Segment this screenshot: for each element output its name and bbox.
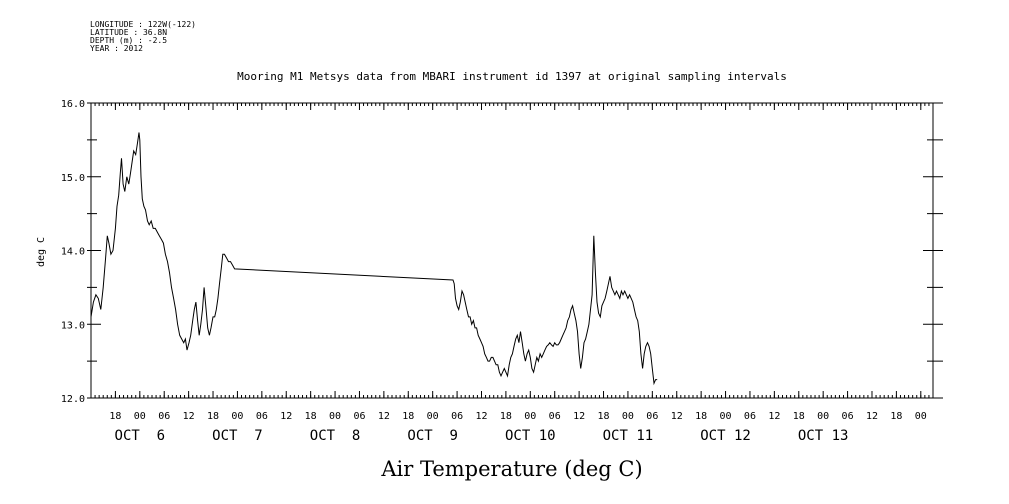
meta-year: YEAR : 2012 [90, 44, 143, 53]
x-tick-label: 06 [646, 411, 658, 422]
x-tick-label: 12 [671, 411, 683, 422]
x-day-label: OCT 13 [798, 428, 849, 444]
y-tick-label: 13.0 [61, 320, 85, 331]
x-tick-label: 12 [475, 411, 487, 422]
meta-depth: DEPTH (m) : -2.5 [90, 36, 168, 45]
y-axis-label: deg C [36, 237, 47, 267]
x-tick-label: 18 [109, 411, 121, 422]
x-tick-label: 12 [573, 411, 585, 422]
x-tick-label: 00 [622, 411, 634, 422]
series-line [90, 132, 658, 386]
x-tick-label: 12 [768, 411, 780, 422]
x-tick-label: 00 [231, 411, 243, 422]
x-tick-label: 00 [524, 411, 536, 422]
x-axis-label: Air Temperature (deg C) [380, 457, 642, 481]
x-tick-label: 06 [256, 411, 268, 422]
x-tick-label: 06 [451, 411, 463, 422]
x-day-label: OCT 10 [505, 428, 556, 444]
x-tick-label: 12 [280, 411, 292, 422]
x-tick-label: 00 [817, 411, 829, 422]
y-tick-label: 16.0 [61, 99, 85, 110]
x-tick-label: 00 [720, 411, 732, 422]
x-tick-label: 18 [890, 411, 902, 422]
x-tick-label: 18 [500, 411, 512, 422]
x-day-label: OCT 8 [310, 428, 361, 444]
x-tick-label: 00 [915, 411, 927, 422]
x-tick-label: 18 [695, 411, 707, 422]
x-tick-label: 00 [427, 411, 439, 422]
x-day-label: OCT 6 [115, 428, 166, 444]
x-tick-label: 12 [378, 411, 390, 422]
x-tick-label: 18 [207, 411, 219, 422]
x-tick-label: 18 [402, 411, 414, 422]
meta-latitude: LATITUDE : 36.8N [90, 28, 168, 37]
chart-title: Mooring M1 Metsys data from MBARI instru… [237, 70, 787, 83]
x-tick-label: 06 [549, 411, 561, 422]
x-tick-label: 06 [842, 411, 854, 422]
meta-longitude: LONGITUDE : 122W(-122) [90, 20, 196, 29]
y-tick-label: 12.0 [61, 394, 85, 405]
x-tick-label: 00 [329, 411, 341, 422]
y-tick-label: 14.0 [61, 247, 85, 258]
x-tick-label: 12 [183, 411, 195, 422]
y-tick-label: 15.0 [61, 173, 85, 184]
x-tick-label: 06 [158, 411, 170, 422]
x-day-label: OCT 12 [700, 428, 751, 444]
x-tick-label: 06 [744, 411, 756, 422]
x-tick-label: 18 [597, 411, 609, 422]
x-tick-label: 18 [793, 411, 805, 422]
x-day-label: OCT 9 [407, 428, 458, 444]
x-tick-label: 06 [353, 411, 365, 422]
x-day-label: OCT 11 [603, 428, 654, 444]
x-day-label: OCT 7 [212, 428, 263, 444]
x-tick-label: 00 [134, 411, 146, 422]
x-tick-label: 18 [305, 411, 317, 422]
x-tick-label: 12 [866, 411, 878, 422]
